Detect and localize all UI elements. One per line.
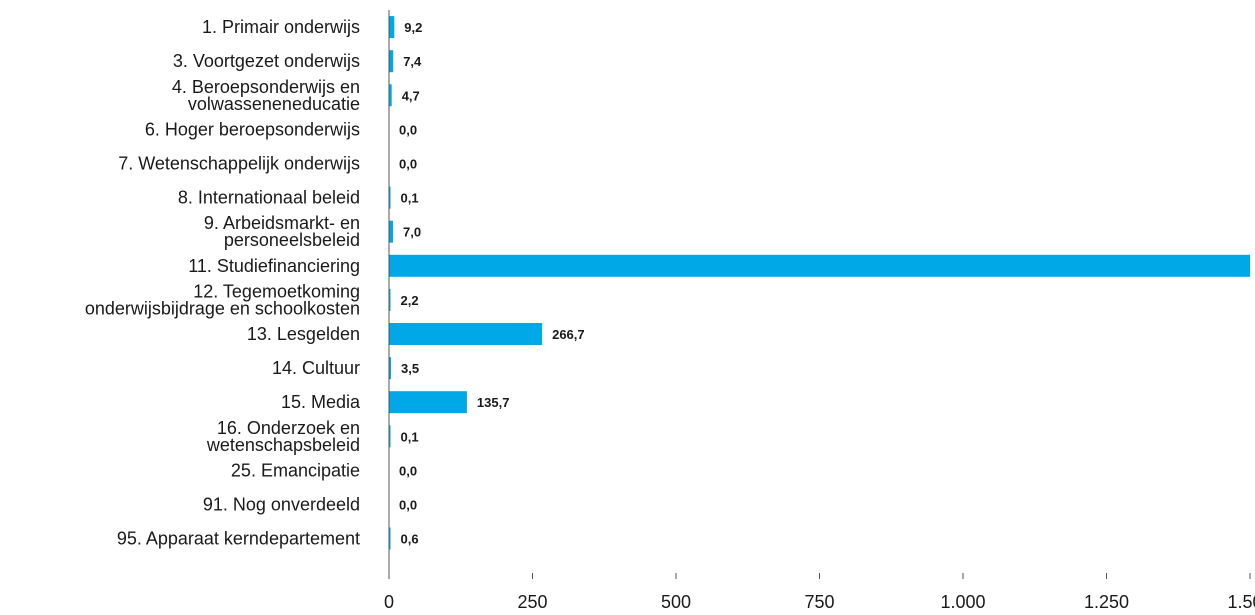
bar xyxy=(389,50,394,73)
bar xyxy=(389,323,543,345)
category-label: 11. Studiefinanciering xyxy=(188,256,360,276)
category-label: 9. Arbeidsmarkt- en personeelsbeleid xyxy=(204,213,360,250)
category-label: 95. Apparaat kerndepartement xyxy=(117,529,360,549)
value-label: 266,7 xyxy=(552,327,585,342)
value-label: 135,7 xyxy=(477,395,510,410)
bar xyxy=(389,254,1250,277)
bar xyxy=(389,220,393,243)
x-tick-label: 750 xyxy=(804,592,834,612)
value-label: 0,1 xyxy=(401,429,419,444)
bar xyxy=(389,16,395,39)
category-label: 12. Tegemoetkoming onderwijsbijdrage en s… xyxy=(85,281,360,318)
bar xyxy=(389,357,391,380)
category-label: 8. Internationaal beleid xyxy=(178,188,360,208)
value-label: 7,4 xyxy=(403,54,422,69)
value-label: 0,0 xyxy=(399,122,417,137)
category-label: 6. Hoger beroepsonderwijs xyxy=(145,119,360,139)
bar xyxy=(389,186,391,209)
category-label: 15. Media xyxy=(281,392,361,412)
x-tick-label: 1.500 xyxy=(1227,592,1255,612)
category-label: 25. Emancipatie xyxy=(231,460,360,480)
category-labels-group: 1. Primair onderwijs 3. Voortgezet onderw… xyxy=(85,17,361,549)
value-label: 3,5 xyxy=(401,361,419,376)
value-label: 0,6 xyxy=(401,532,419,547)
category-label: 3. Voortgezet onderwijs xyxy=(173,51,360,71)
value-label: 0,0 xyxy=(399,498,417,513)
category-label: 16. Onderzoek en wetenschapsbeleid xyxy=(206,418,360,455)
value-label: 4,7 xyxy=(402,88,420,103)
x-tick-label: 500 xyxy=(661,592,691,612)
category-label: 91. Nog onverdeeld xyxy=(203,495,360,515)
bar xyxy=(389,425,391,448)
value-label: 9,2 xyxy=(404,20,422,35)
category-label: 13. Lesgelden xyxy=(247,324,360,344)
value-label: 0,1 xyxy=(401,191,419,206)
bar xyxy=(389,288,391,311)
category-label: 14. Cultuur xyxy=(272,358,360,378)
x-ticks-group: 0 250 500 750 1.000 1.250 1.500 xyxy=(384,573,1255,612)
value-label: 7,0 xyxy=(403,225,421,240)
category-label: 1. Primair onderwijs xyxy=(202,17,360,37)
value-label: 0,0 xyxy=(399,463,417,478)
x-tick-label: 0 xyxy=(384,592,394,612)
value-label: 2,2 xyxy=(401,293,419,308)
bar xyxy=(389,84,392,107)
bars-group xyxy=(389,16,1250,550)
value-label: 0,0 xyxy=(399,157,417,172)
bar xyxy=(389,391,467,414)
category-label: 7. Wetenschappelijk onderwijs xyxy=(118,154,360,174)
x-tick-label: 1.250 xyxy=(1084,592,1129,612)
category-label: 4. Beroepsonderwijs en volwasseneneducati… xyxy=(172,77,360,114)
value-labels-group: 9,2 7,4 4,7 0,0 0,0 0,1 7,0 2,2 266,7 3,5 135,7 0,1… xyxy=(399,20,585,547)
x-tick-label: 1.000 xyxy=(940,592,985,612)
x-tick-label: 250 xyxy=(517,592,547,612)
bar xyxy=(389,527,391,550)
